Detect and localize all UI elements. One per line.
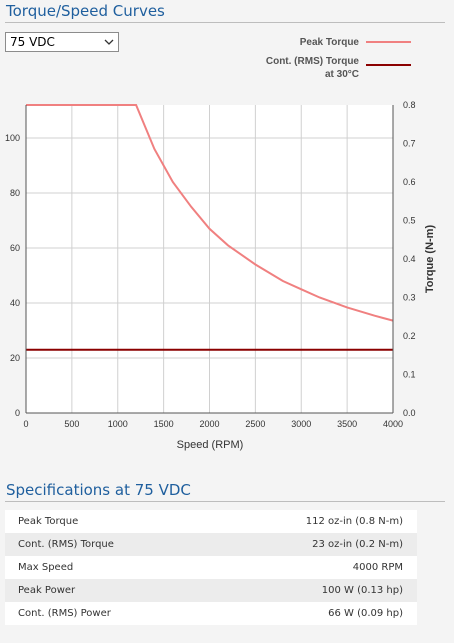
legend-peak-swatch [366,41,411,43]
x-tick-label: 0 [23,419,28,429]
x-tick-label: 3500 [337,419,357,429]
specs-divider [5,501,445,502]
spec-value: 66 W (0.09 hp) [328,608,403,619]
specs-table: Peak Torque 112 oz-in (0.8 N-m) Cont. (RMS… [5,510,417,625]
y-tick-label: 20 [10,353,20,363]
voltage-select[interactable]: 75 VDC [5,32,119,52]
y2-tick-label: 0.3 [403,293,416,303]
y-tick-label: 60 [10,243,20,253]
specs-title: Specifications at 75 VDC [6,481,191,499]
y2-tick-label: 0.8 [403,100,416,110]
spec-label: Cont. (RMS) Torque [18,539,114,550]
x-tick-label: 2500 [245,419,265,429]
spec-row: Peak Torque 112 oz-in (0.8 N-m) [5,510,417,533]
spec-label: Peak Torque [18,516,79,527]
spec-label: Peak Power [18,585,76,596]
y-tick-label: 0 [15,408,20,418]
y-tick-label: 40 [10,298,20,308]
x-tick-label: 4000 [383,419,403,429]
spec-row: Cont. (RMS) Power 66 W (0.09 hp) [5,602,417,625]
y2-axis-label: Torque (N-m) [424,225,436,294]
spec-label: Max Speed [18,562,74,573]
legend-peak-label: Peak Torque [299,37,359,48]
torque-speed-chart: 0 500 1000 1500 2000 2500 3000 3500 4000 0 20 40 60 8… [5,100,436,451]
spec-value: 23 oz-in (0.2 N-m) [312,539,403,550]
y-tick-label: 100 [5,133,20,143]
spec-row: Cont. (RMS) Torque 23 oz-in (0.2 N-m) [5,533,417,556]
spec-label: Cont. (RMS) Power [18,608,111,619]
peak-torque-line [26,104,394,322]
y2-tick-label: 0.1 [403,370,416,380]
y2-tick-label: 0.0 [403,408,416,418]
x-tick-label: 1500 [154,419,174,429]
page-title: Torque/Speed Curves [6,2,165,20]
y2-tick-label: 0.6 [403,177,416,187]
x-tick-label: 500 [64,419,79,429]
x-axis-label: Speed (RPM) [177,439,244,451]
chevron-down-icon [104,39,114,45]
y2-tick-label: 0.4 [403,254,416,264]
y2-tick-label: 0.2 [403,331,416,341]
legend-cont-label-line2: at 30°C [324,69,359,80]
y-tick-label: 80 [10,188,20,198]
x-tick-label: 2000 [199,419,219,429]
x-tick-label: 1000 [108,419,128,429]
spec-value: 4000 RPM [352,562,403,573]
spec-value: 112 oz-in (0.8 N-m) [305,516,403,527]
spec-row: Max Speed 4000 RPM [5,556,417,579]
spec-value: 100 W (0.13 hp) [321,585,403,596]
legend-cont-swatch [366,64,411,66]
y2-tick-label: 0.7 [403,139,416,149]
y2-tick-label: 0.5 [403,216,416,226]
title-divider [5,22,445,23]
x-tick-label: 3000 [291,419,311,429]
voltage-select-value: 75 VDC [10,35,55,49]
legend-cont-label-line1: Cont. (RMS) Torque [265,56,359,67]
spec-row: Peak Power 100 W (0.13 hp) [5,579,417,602]
